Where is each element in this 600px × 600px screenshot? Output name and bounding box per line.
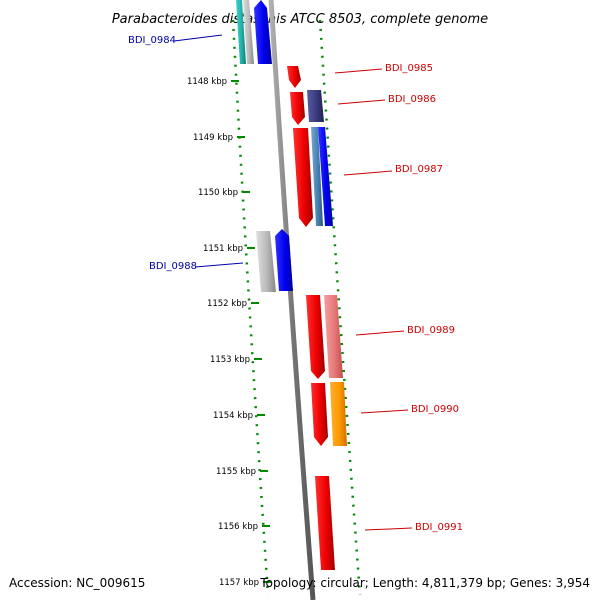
leader-line-bdi-0986 xyxy=(337,99,386,105)
feature-bdi-0987-slate xyxy=(311,127,323,226)
gene-arrow-bdi-0984-grey xyxy=(243,0,254,64)
gene-arrow-bdi-0989 xyxy=(306,295,325,379)
gene-label-bdi-0989[interactable]: BDI_0989 xyxy=(407,325,455,336)
gene-arrow-bdi-0984-teal xyxy=(236,0,246,64)
genome-backbone xyxy=(268,0,316,600)
gene-label-bdi-0985[interactable]: BDI_0985 xyxy=(385,63,433,74)
leader-line-bdi-0991 xyxy=(364,527,413,531)
scale-tick-label: 1150 kbp xyxy=(198,188,238,198)
reverse-strand-genes xyxy=(236,0,293,292)
gene-arrow-bdi-0988 xyxy=(275,229,293,291)
gene-label-bdi-0988[interactable]: BDI_0988 xyxy=(149,261,197,272)
feature-bdi-0986-navy xyxy=(307,90,324,122)
gene-label-bdi-0991[interactable]: BDI_0991 xyxy=(415,522,463,533)
gene-arrow-bdi-0986 xyxy=(290,92,305,125)
scale-tick-label: 1155 kbp xyxy=(216,467,256,477)
leader-line-bdi-0985 xyxy=(334,68,383,74)
gene-label-bdi-0984[interactable]: BDI_0984 xyxy=(128,35,176,46)
leader-line-bdi-0987 xyxy=(343,170,393,176)
scale-tick-label: 1152 kbp xyxy=(207,299,247,309)
scale-tick-label: 1148 kbp xyxy=(187,77,227,87)
feature-bdi-0989-pink xyxy=(324,295,343,378)
scale-tick-label: 1156 kbp xyxy=(218,522,258,532)
scale-tick-label: 1157 kbp xyxy=(219,578,259,588)
gene-labels: BDI_0984 BDI_0985 BDI_0986 BDI_0987 BDI_0988… xyxy=(128,34,463,533)
feature-bdi-0988-grey xyxy=(256,231,276,292)
gene-arrow-bdi-0985 xyxy=(287,66,301,88)
gene-arrow-bdi-0991 xyxy=(315,476,335,570)
scale-tick-label: 1154 kbp xyxy=(213,411,253,421)
feature-bdi-0987-blue xyxy=(318,127,333,226)
gene-arrow-bdi-0984 xyxy=(254,0,272,64)
scale-tick-label: 1153 kbp xyxy=(210,355,250,365)
gene-label-bdi-0986[interactable]: BDI_0986 xyxy=(388,94,436,105)
accession-text: Accession: NC_009615 xyxy=(9,576,145,590)
forward-strand-genes xyxy=(287,66,347,570)
gene-label-bdi-0987[interactable]: BDI_0987 xyxy=(395,164,443,175)
map-title: Parabacteroides distasonis ATCC 8503, co… xyxy=(112,12,488,27)
gene-arrow-bdi-0987 xyxy=(293,128,313,227)
feature-bdi-0990-orange xyxy=(330,382,347,446)
leader-line-bdi-0989 xyxy=(355,330,405,336)
genome-info-text: Topology: circular; Length: 4,811,379 bp… xyxy=(259,576,590,590)
leader-line-bdi-0988 xyxy=(194,262,244,268)
scale-tick-label: 1149 kbp xyxy=(193,133,233,143)
scale-tick-label: 1151 kbp xyxy=(203,244,243,254)
leader-line-bdi-0984 xyxy=(173,34,223,42)
scale-ticks: 1148 kbp 1149 kbp 1150 kbp 1151 kbp 1152 kbp… xyxy=(187,77,271,588)
gene-arrow-bdi-0990 xyxy=(311,383,328,446)
leader-line-bdi-0990 xyxy=(360,409,409,414)
gene-label-bdi-0990[interactable]: BDI_0990 xyxy=(411,404,459,415)
